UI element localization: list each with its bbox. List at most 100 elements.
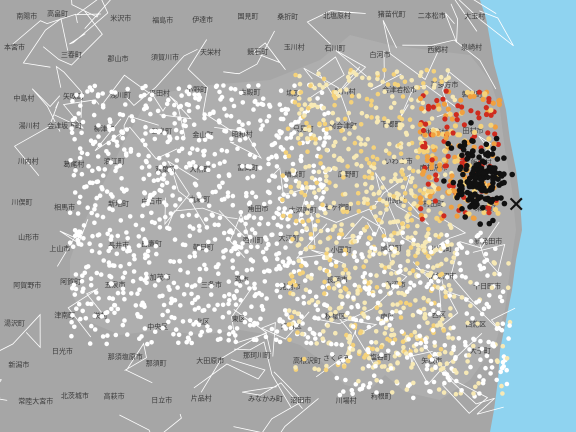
measurement-dot	[331, 200, 337, 206]
measurement-dot	[423, 339, 429, 345]
measurement-dot	[363, 258, 369, 264]
measurement-dot	[326, 285, 332, 291]
measurement-dot	[477, 221, 484, 227]
measurement-dot	[479, 148, 485, 154]
measurement-dot	[445, 68, 451, 73]
measurement-dot	[145, 201, 150, 206]
measurement-dot	[219, 147, 225, 153]
measurement-dot	[351, 295, 356, 301]
municipality-label: 白石市	[141, 196, 162, 205]
municipality-label: 泉崎村	[461, 43, 482, 52]
measurement-dot	[460, 171, 466, 178]
measurement-dot	[187, 233, 193, 239]
measurement-dot	[225, 194, 231, 199]
measurement-dot	[424, 90, 429, 95]
measurement-dot	[486, 164, 493, 171]
measurement-dot	[125, 236, 130, 241]
measurement-dot	[106, 124, 112, 129]
municipality-label: 常陸大宮市	[18, 397, 53, 406]
measurement-dot	[105, 318, 110, 324]
measurement-dot	[303, 287, 309, 293]
measurement-dot	[141, 176, 146, 182]
measurement-dot	[418, 206, 424, 212]
measurement-dot	[75, 211, 81, 216]
municipality-label: 小国町	[331, 245, 352, 254]
measurement-dot	[82, 270, 88, 276]
measurement-dot	[266, 161, 271, 167]
measurement-dot	[407, 117, 413, 122]
border-line	[242, 382, 303, 409]
measurement-dot	[374, 390, 379, 395]
measurement-dot	[147, 164, 152, 169]
measurement-dot	[127, 214, 133, 219]
measurement-dot	[307, 326, 313, 332]
measurement-dot	[246, 121, 251, 126]
municipality-label: 村田町	[423, 199, 444, 208]
municipality-label: 北茨城市	[61, 391, 89, 400]
measurement-dot	[225, 236, 231, 242]
measurement-dot	[216, 183, 222, 189]
measurement-dot	[485, 130, 491, 136]
measurement-dot	[253, 337, 259, 343]
measurement-dot	[284, 177, 289, 183]
measurement-dot	[397, 115, 402, 120]
measurement-dot	[176, 332, 182, 338]
measurement-dot	[318, 154, 323, 160]
measurement-dot	[459, 273, 465, 279]
municipality-label: 湯沢町	[4, 318, 25, 327]
measurement-dot	[257, 221, 262, 227]
measurement-dot	[435, 263, 440, 269]
measurement-dot	[315, 213, 321, 218]
measurement-dot	[238, 218, 244, 223]
measurement-dot	[418, 341, 424, 346]
measurement-dot	[418, 280, 423, 285]
measurement-dot	[299, 314, 304, 319]
measurement-dot	[162, 161, 167, 167]
measurement-dot	[240, 128, 246, 133]
measurement-dot	[440, 316, 445, 322]
measurement-dot	[142, 255, 148, 261]
measurement-dot	[218, 97, 223, 102]
measurement-dot	[153, 243, 159, 249]
measurement-dot	[237, 232, 242, 238]
measurement-dot	[69, 333, 74, 339]
measurement-dot	[486, 304, 492, 310]
measurement-dot	[347, 275, 352, 281]
measurement-dot	[352, 239, 358, 244]
measurement-dot	[130, 118, 136, 124]
measurement-dot	[496, 101, 502, 107]
measurement-dot	[387, 192, 393, 198]
municipality-label: 三春町	[61, 50, 82, 59]
measurement-dot	[438, 74, 444, 80]
measurement-dot	[475, 110, 481, 116]
measurement-dot	[356, 284, 362, 290]
measurement-dot	[100, 173, 106, 178]
measurement-dot	[135, 291, 140, 297]
measurement-dot	[249, 304, 254, 310]
measurement-dot	[427, 193, 433, 200]
measurement-dot	[506, 336, 511, 341]
measurement-dot	[382, 331, 388, 336]
municipality-label: 長岡市	[327, 275, 348, 284]
measurement-dot	[370, 154, 376, 160]
measurement-dot	[355, 304, 361, 310]
municipality-label: 郡山市	[108, 54, 129, 63]
measurement-dot	[161, 172, 167, 177]
measurement-dot	[464, 250, 470, 255]
measurement-dot	[160, 182, 165, 188]
measurement-dot	[156, 155, 162, 161]
measurement-dot	[322, 279, 327, 285]
measurement-dot	[181, 292, 187, 297]
measurement-dot	[315, 218, 321, 224]
measurement-dot	[348, 100, 354, 105]
measurement-dot	[444, 274, 450, 280]
measurement-dot	[405, 258, 411, 264]
measurement-dot	[314, 341, 320, 346]
municipality-label: 川俣町	[12, 197, 33, 206]
measurement-dot	[92, 313, 97, 319]
measurement-dot	[471, 129, 478, 135]
measurement-dot	[442, 163, 448, 169]
measurement-dot	[74, 92, 79, 98]
